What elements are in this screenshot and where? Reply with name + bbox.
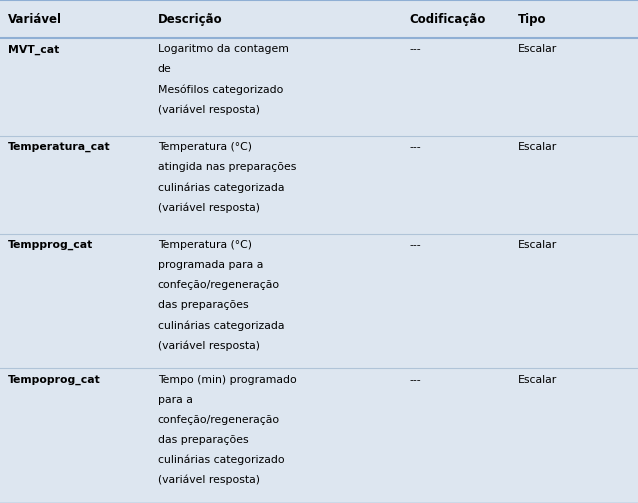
Text: confeção/regeneração: confeção/regeneração — [158, 280, 279, 290]
Text: ---: --- — [410, 240, 421, 250]
Text: Variável: Variável — [8, 13, 62, 26]
Text: MVT_cat: MVT_cat — [8, 44, 59, 55]
Text: programada para a: programada para a — [158, 260, 263, 270]
Text: ---: --- — [410, 142, 421, 152]
Text: ---: --- — [410, 44, 421, 54]
Text: Temperatura (°C): Temperatura (°C) — [158, 240, 251, 250]
Text: Escalar: Escalar — [518, 44, 558, 54]
Text: Temperatura_cat: Temperatura_cat — [8, 142, 110, 152]
Text: Escalar: Escalar — [518, 240, 558, 250]
Text: das preparações: das preparações — [158, 300, 248, 310]
Text: Descrição: Descrição — [158, 13, 222, 26]
Text: culinárias categorizada: culinárias categorizada — [158, 182, 284, 193]
Text: confeção/regeneração: confeção/regeneração — [158, 415, 279, 425]
Text: (variável resposta): (variável resposta) — [158, 340, 260, 351]
Text: (variável resposta): (variável resposta) — [158, 475, 260, 485]
Text: para a: para a — [158, 395, 193, 405]
Text: Mesófilos categorizado: Mesófilos categorizado — [158, 85, 283, 95]
Text: atingida nas preparações: atingida nas preparações — [158, 162, 296, 172]
Text: das preparações: das preparações — [158, 435, 248, 445]
Text: Escalar: Escalar — [518, 142, 558, 152]
Text: Tempo (min) programado: Tempo (min) programado — [158, 375, 296, 385]
Text: Codificação: Codificação — [410, 13, 486, 26]
Text: (variável resposta): (variável resposta) — [158, 202, 260, 213]
Text: de: de — [158, 64, 172, 74]
Text: ---: --- — [410, 375, 421, 385]
Text: Logaritmo da contagem: Logaritmo da contagem — [158, 44, 288, 54]
Text: (variável resposta): (variável resposta) — [158, 105, 260, 115]
Text: Tipo: Tipo — [518, 13, 547, 26]
Text: Temperatura (°C): Temperatura (°C) — [158, 142, 251, 152]
Text: Escalar: Escalar — [518, 375, 558, 385]
Text: Tempprog_cat: Tempprog_cat — [8, 240, 93, 250]
Text: culinárias categorizada: culinárias categorizada — [158, 320, 284, 330]
Text: culinárias categorizado: culinárias categorizado — [158, 455, 284, 465]
Text: Tempoprog_cat: Tempoprog_cat — [8, 375, 100, 385]
